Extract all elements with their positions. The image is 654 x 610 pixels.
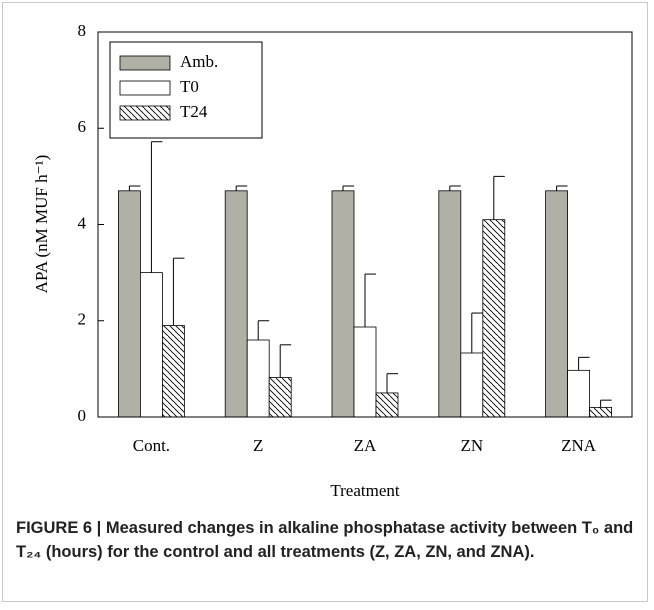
x-tick-label: Z: [253, 436, 263, 455]
bar: [567, 369, 590, 418]
x-tick-label: ZA: [354, 436, 377, 455]
legend-swatch: [119, 80, 171, 96]
bar: [482, 219, 506, 418]
y-tick-label: 4: [78, 213, 87, 232]
x-tick-label: ZNA: [561, 436, 597, 455]
bar: [375, 392, 399, 418]
bar: [268, 377, 292, 418]
figure-frame: [2, 2, 648, 602]
x-tick-label: Cont.: [133, 436, 170, 455]
bar: [246, 339, 270, 418]
bar: [118, 190, 141, 418]
y-tick-label: 8: [78, 21, 87, 40]
y-axis-label: APA (nM MUF h⁻¹): [32, 155, 51, 294]
bar: [589, 406, 612, 418]
x-axis-label: Treatment: [330, 481, 400, 500]
x-tick-label: ZN: [460, 436, 483, 455]
bar: [545, 190, 568, 418]
y-tick-label: 2: [78, 310, 87, 329]
bar: [139, 272, 163, 418]
chart: APA (nM MUF h⁻¹) Treatment 0 2 4 6 8 Cont. Z ZA…: [32, 21, 633, 500]
legend-swatch: [119, 105, 171, 121]
figure-caption: FIGURE 6 | Measured changes in alkaline …: [16, 519, 634, 561]
legend-swatch: [119, 55, 171, 71]
bar: [331, 190, 355, 418]
y-tick-label: 0: [78, 406, 87, 425]
bar: [438, 190, 462, 418]
bar: [161, 325, 185, 418]
legend-label: T0: [180, 77, 199, 96]
bar: [224, 190, 248, 418]
y-tick-label: 6: [78, 117, 87, 136]
legend-label: T24: [180, 102, 208, 121]
plot-frame: [97, 31, 633, 418]
legend-label: Amb.: [180, 52, 218, 71]
bar: [353, 326, 377, 418]
bar: [460, 352, 484, 418]
